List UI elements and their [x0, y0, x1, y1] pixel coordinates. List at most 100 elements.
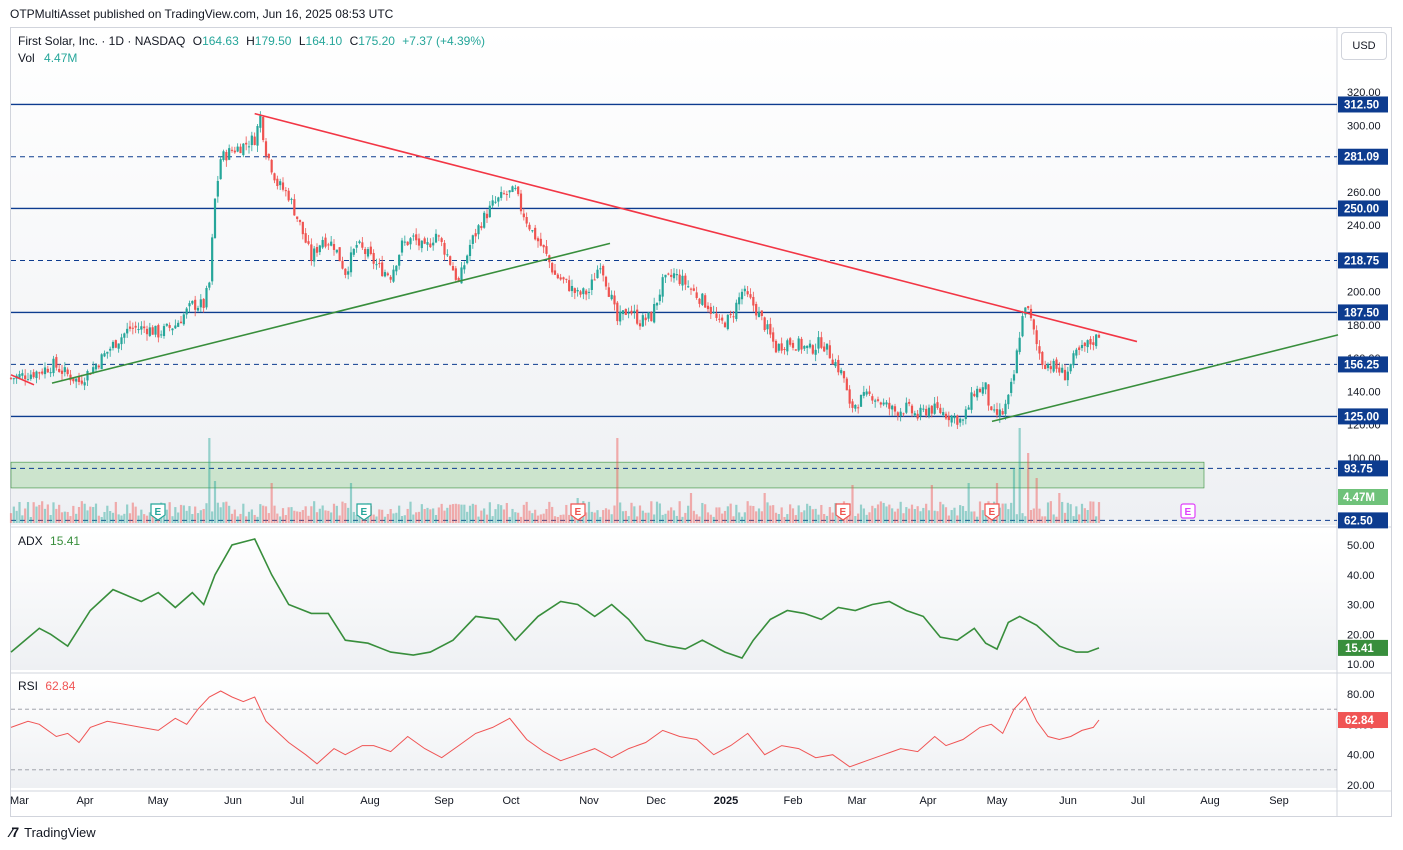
- candle-body[interactable]: [205, 287, 208, 308]
- candle-body[interactable]: [774, 340, 778, 353]
- candle-body[interactable]: [375, 264, 378, 266]
- candle-body[interactable]: [842, 371, 846, 379]
- candle-body[interactable]: [446, 254, 449, 256]
- candle-body[interactable]: [585, 290, 588, 295]
- candle-body[interactable]: [947, 416, 950, 421]
- candle-body[interactable]: [188, 303, 191, 307]
- candle-body[interactable]: [933, 403, 936, 414]
- candle-body[interactable]: [712, 312, 715, 314]
- candle-body[interactable]: [120, 337, 123, 345]
- candle-body[interactable]: [126, 328, 129, 334]
- candle-body[interactable]: [791, 342, 795, 348]
- candle-body[interactable]: [55, 357, 58, 368]
- candle-body[interactable]: [644, 317, 647, 321]
- candle-body[interactable]: [556, 274, 559, 279]
- candle-body[interactable]: [270, 159, 273, 173]
- candle-body[interactable]: [876, 399, 880, 401]
- rsi-label[interactable]: RSI: [18, 679, 39, 693]
- candle-body[interactable]: [131, 327, 134, 329]
- candle-body[interactable]: [1027, 306, 1030, 309]
- candle-body[interactable]: [517, 186, 520, 195]
- candle-body[interactable]: [423, 238, 426, 244]
- candle-body[interactable]: [723, 322, 727, 328]
- candle-body[interactable]: [993, 409, 996, 411]
- earnings-marker-icon[interactable]: [984, 503, 1000, 521]
- candle-body[interactable]: [196, 307, 200, 311]
- candle-body[interactable]: [182, 314, 185, 325]
- candle-body[interactable]: [94, 364, 98, 370]
- candle-body[interactable]: [267, 153, 270, 159]
- candle-body[interactable]: [134, 325, 137, 328]
- candle-body[interactable]: [386, 273, 389, 276]
- candle-body[interactable]: [593, 279, 596, 281]
- candle-body[interactable]: [1089, 338, 1092, 345]
- candle-body[interactable]: [505, 193, 508, 195]
- candle-body[interactable]: [706, 305, 710, 310]
- candle-body[interactable]: [307, 241, 310, 244]
- candle-body[interactable]: [551, 262, 554, 273]
- candle-body[interactable]: [364, 248, 367, 255]
- candle-body[interactable]: [675, 274, 678, 276]
- candle-body[interactable]: [264, 141, 268, 157]
- candle-body[interactable]: [171, 328, 174, 331]
- candle-body[interactable]: [239, 146, 242, 154]
- candle-body[interactable]: [412, 235, 415, 237]
- candle-body[interactable]: [330, 241, 333, 246]
- candle-body[interactable]: [531, 230, 534, 232]
- candle-body[interactable]: [539, 238, 542, 246]
- candle-body[interactable]: [950, 415, 953, 423]
- candle-body[interactable]: [466, 255, 469, 264]
- candle-body[interactable]: [953, 416, 956, 419]
- candle-body[interactable]: [689, 288, 693, 290]
- candle-body[interactable]: [443, 242, 446, 255]
- candle-body[interactable]: [641, 315, 644, 327]
- candle-body[interactable]: [967, 407, 970, 410]
- candle-body[interactable]: [1032, 319, 1035, 330]
- candle-body[interactable]: [718, 318, 721, 320]
- candle-body[interactable]: [480, 226, 483, 229]
- candle-body[interactable]: [106, 351, 109, 354]
- candle-body[interactable]: [735, 302, 738, 319]
- candle-body[interactable]: [508, 190, 511, 193]
- candle-body[interactable]: [12, 378, 15, 380]
- candle-body[interactable]: [885, 402, 888, 405]
- candle-body[interactable]: [46, 368, 49, 373]
- candle-body[interactable]: [230, 149, 234, 151]
- candle-body[interactable]: [352, 248, 355, 255]
- candle-body[interactable]: [570, 285, 574, 292]
- candle-body[interactable]: [43, 367, 47, 375]
- candle-body[interactable]: [959, 418, 962, 423]
- candle-body[interactable]: [1055, 359, 1058, 369]
- candle-body[interactable]: [868, 391, 871, 394]
- candle-body[interactable]: [797, 338, 800, 351]
- candle-body[interactable]: [474, 233, 477, 237]
- candle-body[interactable]: [743, 288, 746, 292]
- candle-body[interactable]: [681, 275, 684, 286]
- trendline-stub[interactable]: [10, 374, 35, 386]
- candle-body[interactable]: [228, 148, 231, 160]
- candle-body[interactable]: [199, 299, 202, 308]
- candle-body[interactable]: [250, 135, 253, 146]
- candle-body[interactable]: [281, 182, 285, 190]
- candle-body[interactable]: [344, 268, 347, 275]
- candle-body[interactable]: [477, 225, 480, 235]
- candle-body[interactable]: [709, 306, 712, 314]
- candle-body[interactable]: [219, 159, 222, 180]
- candle-body[interactable]: [973, 393, 976, 397]
- candle-body[interactable]: [823, 346, 826, 352]
- candle-body[interactable]: [109, 348, 112, 351]
- candle-body[interactable]: [576, 290, 579, 292]
- candle-body[interactable]: [961, 419, 965, 421]
- candle-body[interactable]: [208, 282, 211, 288]
- candle-body[interactable]: [415, 234, 418, 241]
- candle-body[interactable]: [698, 298, 701, 304]
- candle-body[interactable]: [902, 413, 905, 415]
- candle-body[interactable]: [284, 190, 287, 192]
- candle-body[interactable]: [75, 378, 78, 382]
- candle-body[interactable]: [1007, 394, 1010, 405]
- candle-body[interactable]: [738, 297, 741, 305]
- candle-body[interactable]: [769, 323, 772, 335]
- candle-body[interactable]: [704, 295, 707, 308]
- earnings-marker-icon[interactable]: [356, 503, 372, 521]
